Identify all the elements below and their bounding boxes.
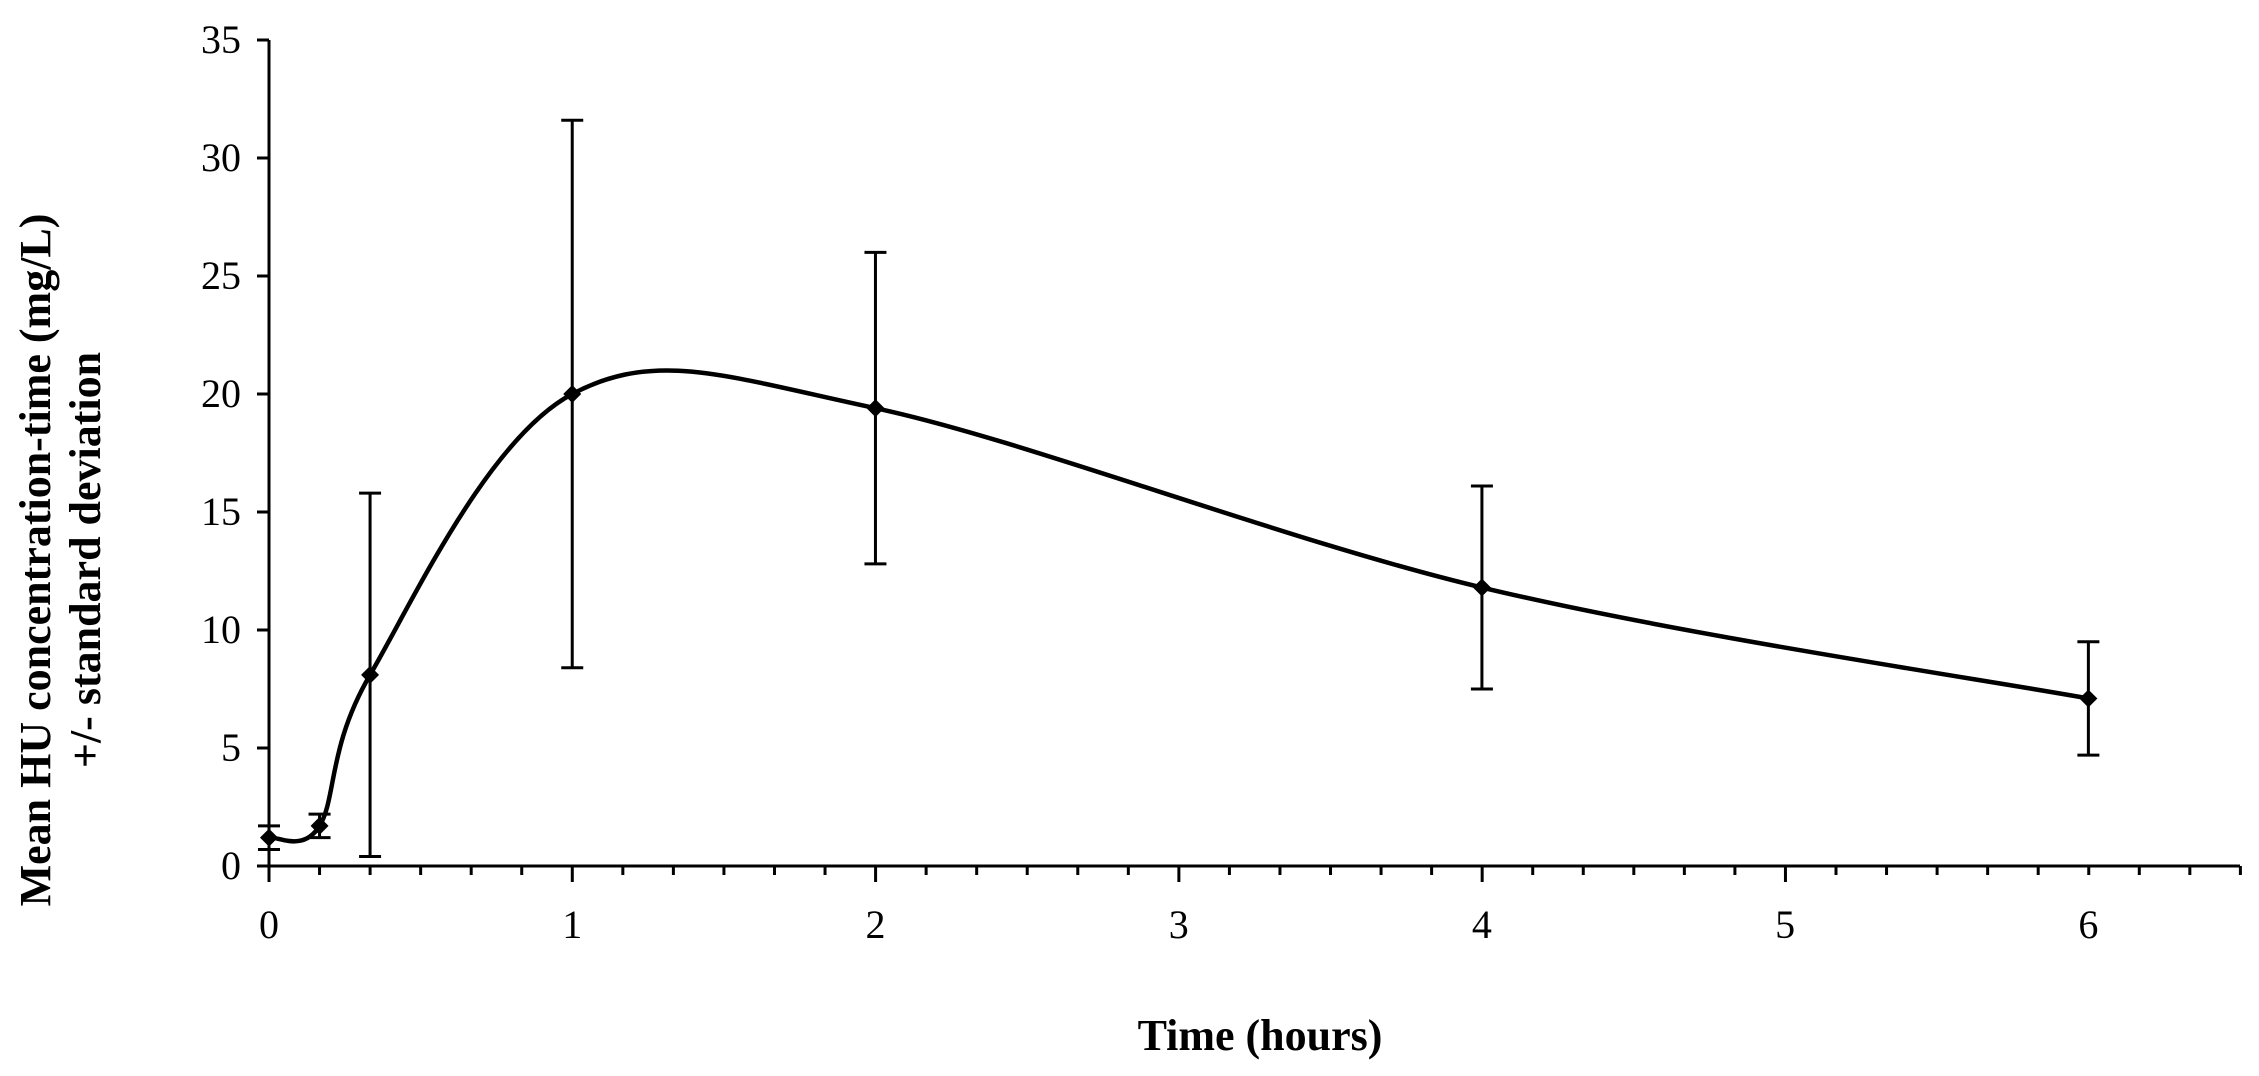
y-tick-label: 25 <box>201 253 241 298</box>
y-axis-title-line2: +/- standard deviation <box>61 352 110 768</box>
x-axis-title: Time (hours) <box>1138 1011 1383 1060</box>
x-tick-label: 2 <box>865 902 885 947</box>
data-point-marker <box>1472 578 1491 597</box>
y-axis-title-line1: Mean HU concentration-time (mg/L) <box>11 214 60 907</box>
error-bars <box>258 118 2100 859</box>
y-axis-ticks <box>257 38 269 868</box>
x-tick-label: 3 <box>1169 902 1189 947</box>
y-tick-label: 15 <box>201 489 241 534</box>
y-tick-label: 35 <box>201 17 241 62</box>
data-point-marker <box>260 828 278 847</box>
x-tick-label: 0 <box>259 902 279 947</box>
data-point-marker <box>563 385 582 403</box>
data-point-marker <box>361 665 380 684</box>
x-tick-label: 1 <box>562 902 582 947</box>
x-tick-label: 6 <box>2078 902 2098 947</box>
data-point-marker <box>310 816 329 835</box>
y-tick-label: 5 <box>221 725 241 770</box>
data-point-marker <box>2079 689 2098 708</box>
data-markers <box>260 385 2098 847</box>
y-tick-label: 0 <box>221 843 241 888</box>
y-tick-label: 10 <box>201 607 241 652</box>
y-tick-label: 20 <box>201 371 241 416</box>
series-line <box>266 368 2091 844</box>
x-axis-ticks <box>267 866 2242 882</box>
x-axis-tick-labels: 0 1 2 3 4 5 6 <box>259 902 2098 947</box>
axes <box>267 40 2240 868</box>
x-tick-label: 5 <box>1775 902 1795 947</box>
y-tick-label: 30 <box>201 135 241 180</box>
series-group <box>266 368 2091 844</box>
data-point-marker <box>866 399 885 418</box>
x-tick-label: 4 <box>1472 902 1492 947</box>
y-axis-tick-labels: 0 5 10 15 20 25 30 35 <box>201 17 241 888</box>
